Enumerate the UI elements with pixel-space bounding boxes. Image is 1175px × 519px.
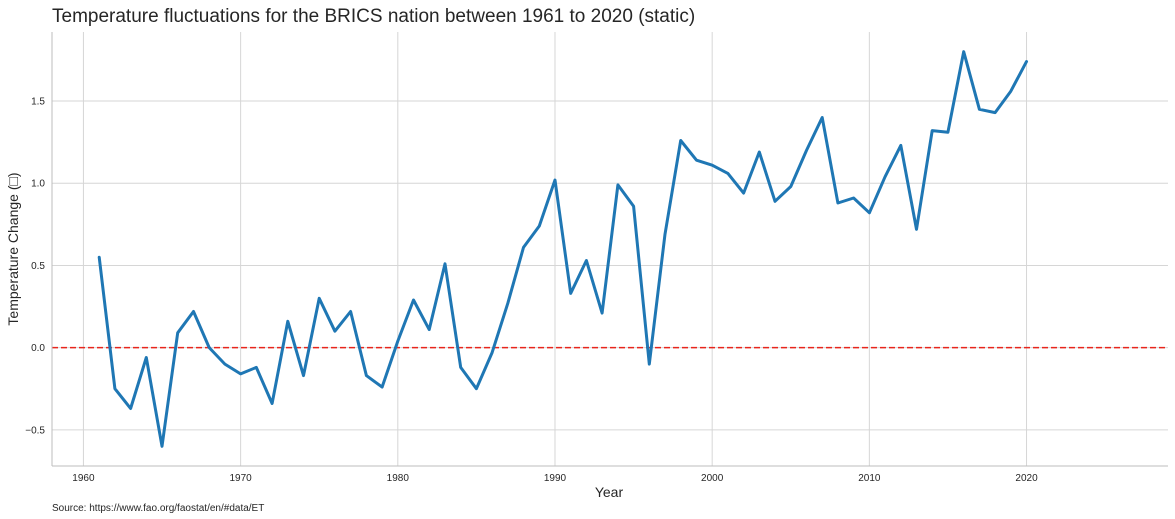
x-axis-ticks: 1960 1970 1980 1990 2000 2010 2020 [72, 473, 1038, 484]
x-tick-label: 2020 [1015, 473, 1038, 484]
x-gridlines [82, 32, 1028, 466]
series-line [97, 50, 1028, 448]
chart-title: Temperature fluctuations for the BRICS n… [52, 6, 695, 27]
x-tick-label: 2010 [858, 473, 881, 484]
y-axis-label: Temperature Change (□) [5, 172, 21, 325]
source-note: Source: https://www.fao.org/faostat/en/#… [52, 503, 264, 514]
y-tick-label: 0.5 [31, 261, 45, 272]
x-axis-label: Year [595, 484, 624, 500]
y-axis-ticks: −0.5 0.0 0.5 1.0 1.5 [25, 97, 45, 437]
x-tick-label: 1960 [72, 473, 95, 484]
x-tick-label: 1980 [387, 473, 410, 484]
y-gridlines [52, 100, 1168, 431]
x-tick-label: 1990 [544, 473, 567, 484]
x-tick-label: 2000 [701, 473, 724, 484]
y-tick-label: −0.5 [25, 425, 45, 436]
y-tick-label: 1.0 [31, 179, 45, 190]
x-tick-label: 1970 [229, 473, 252, 484]
y-tick-label: 1.5 [31, 97, 45, 108]
y-tick-label: 0.0 [31, 343, 45, 354]
